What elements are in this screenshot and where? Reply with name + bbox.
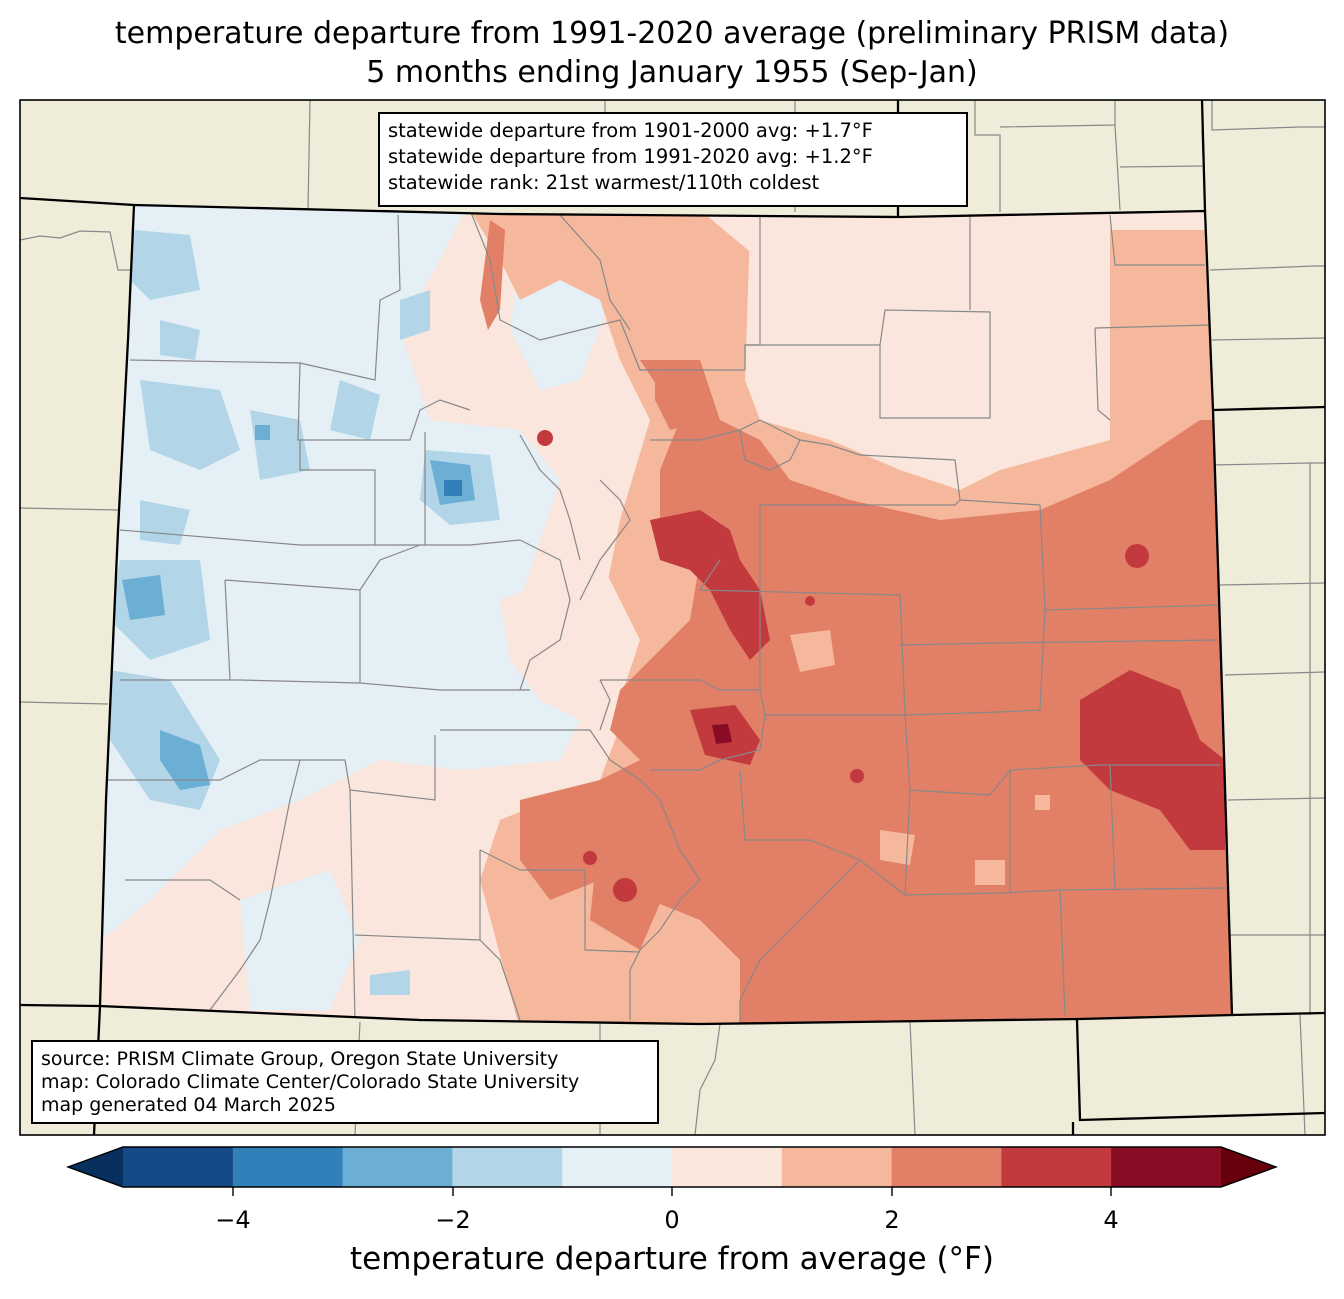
field-east-warm-3-4-a bbox=[650, 510, 770, 660]
stats-line-rank: statewide rank: 21st warmest/110th colde… bbox=[388, 171, 820, 194]
field-east-warm-4-5 bbox=[712, 724, 732, 744]
source-line: source: PRISM Climate Group, Oregon Stat… bbox=[41, 1048, 559, 1070]
colorbar-tick-label: 4 bbox=[1103, 1206, 1119, 1234]
colorbar-under-arrow bbox=[68, 1147, 123, 1187]
colorbar-tick-label: 0 bbox=[664, 1206, 680, 1234]
stats-line-1901-2000: statewide departure from 1901-2000 avg: … bbox=[388, 119, 873, 142]
field-sw-cool bbox=[240, 870, 360, 1010]
field-lp-warm bbox=[655, 370, 705, 430]
colorbar-bin bbox=[891, 1147, 1002, 1187]
statewide-stats-box: statewide departure from 1901-2000 avg: … bbox=[378, 112, 968, 207]
colorbar-bin bbox=[232, 1147, 344, 1187]
colorbar-tick-label: −4 bbox=[215, 1206, 251, 1234]
map-title-line2: 5 months ending January 1955 (Sep-Jan) bbox=[366, 55, 978, 90]
colorbar-bin bbox=[342, 1147, 453, 1187]
colorbar-bin bbox=[672, 1147, 783, 1187]
map-title-line1: temperature departure from 1991-2020 ave… bbox=[114, 16, 1230, 51]
generated-date-line: map generated 04 March 2025 bbox=[41, 1094, 336, 1116]
field-east-islands-1-2 bbox=[790, 380, 1195, 885]
map-credit-line: map: Colorado Climate Center/Colorado St… bbox=[41, 1071, 580, 1093]
county-lines bbox=[105, 209, 1231, 1024]
stats-line-1991-2020: statewide departure from 1991-2020 avg: … bbox=[388, 145, 873, 168]
map-frame bbox=[19, 99, 1326, 1136]
colorbar-label: temperature departure from average (°F) bbox=[350, 1241, 994, 1277]
field-west-cool-3-4 bbox=[444, 480, 462, 496]
colorbar-ticks bbox=[232, 1187, 1112, 1196]
colorbar-bin bbox=[1001, 1147, 1112, 1187]
field-east-warm-3-4-b bbox=[1080, 670, 1225, 850]
colorbar-tick-label: 2 bbox=[884, 1206, 900, 1234]
field-east-light bbox=[745, 230, 1110, 490]
field-east-hotspots bbox=[537, 430, 1149, 902]
colorbar-over-arrow bbox=[1221, 1147, 1276, 1187]
colorbar bbox=[65, 1146, 1279, 1196]
colorbar-bin bbox=[562, 1147, 673, 1187]
colorbar-bin bbox=[123, 1147, 234, 1187]
colorbar-bin bbox=[781, 1147, 893, 1187]
colorbar-bin bbox=[1111, 1147, 1222, 1187]
colorbar-tick-label: −2 bbox=[435, 1206, 471, 1234]
source-credit-box: source: PRISM Climate Group, Oregon Stat… bbox=[31, 1040, 659, 1124]
colorbar-bin bbox=[452, 1147, 563, 1187]
colorbar-outline bbox=[65, 1146, 1279, 1188]
temperature-field bbox=[100, 205, 1232, 1024]
